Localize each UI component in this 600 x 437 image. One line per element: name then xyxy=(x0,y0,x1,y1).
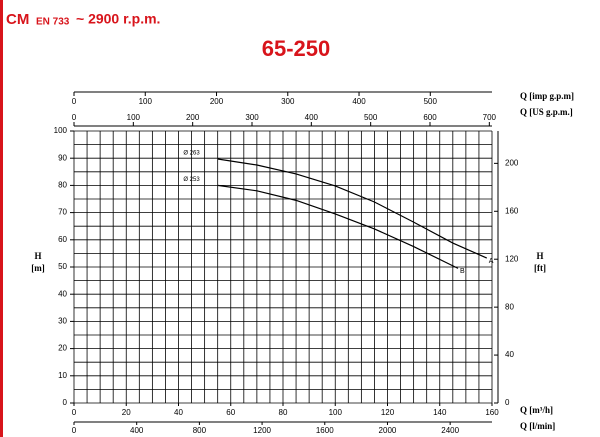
bottom-axis-tick-label: 2400 xyxy=(441,426,459,435)
y2-axis-title: H xyxy=(536,251,543,261)
top-axis-tick-label: 200 xyxy=(210,97,224,106)
x-tick-label: 120 xyxy=(381,408,395,417)
y-axis-title: H xyxy=(34,251,41,261)
y-tick-label: 0 xyxy=(63,398,68,407)
top-axis-tick-label: 100 xyxy=(127,113,141,122)
y-axis-unit: [m] xyxy=(31,263,45,273)
standard: EN 733 xyxy=(36,17,70,28)
y-tick-label: 60 xyxy=(58,235,67,244)
curve-end-label: B xyxy=(460,268,465,275)
x-tick-label: 40 xyxy=(174,408,183,417)
curve xyxy=(217,184,459,269)
x-axis-title: Q [l/min] xyxy=(520,421,555,431)
x-axis-title: Q [m³/h] xyxy=(520,405,553,415)
top-axis-tick-label: 100 xyxy=(139,97,153,106)
x-tick-label: 140 xyxy=(433,408,447,417)
top-axis-title: Q [imp g.p.m] xyxy=(520,91,574,101)
top-axis-tick-label: 300 xyxy=(245,113,259,122)
chart-title: 65-250 xyxy=(262,36,331,61)
x-tick-label: 80 xyxy=(279,408,288,417)
top-axis-tick-label: 0 xyxy=(72,97,77,106)
x-tick-label: 20 xyxy=(122,408,131,417)
top-axis-tick-label: 400 xyxy=(352,97,366,106)
bottom-axis-tick-label: 1600 xyxy=(316,426,334,435)
top-axis-tick-label: 300 xyxy=(281,97,295,106)
x-tick-label: 160 xyxy=(485,408,499,417)
y-tick-label: 100 xyxy=(54,126,68,135)
y2-tick-label: 80 xyxy=(505,302,514,311)
y-tick-label: 30 xyxy=(58,317,67,326)
x-tick-label: 60 xyxy=(226,408,235,417)
y-tick-label: 20 xyxy=(58,344,67,353)
curve-label: Ø 263 xyxy=(183,151,200,157)
top-axis-tick-label: 0 xyxy=(72,113,77,122)
bottom-axis-tick-label: 0 xyxy=(72,426,77,435)
bottom-axis-tick-label: 1200 xyxy=(253,426,271,435)
top-axis-tick-label: 700 xyxy=(483,113,497,122)
y2-axis-unit: [ft] xyxy=(534,263,546,273)
y2-tick-label: 40 xyxy=(505,350,514,359)
bottom-axis-tick-label: 400 xyxy=(130,426,144,435)
top-axis-tick-label: 200 xyxy=(186,113,200,122)
y-tick-label: 70 xyxy=(58,208,67,217)
x-tick-label: 100 xyxy=(329,408,343,417)
top-axis-tick-label: 400 xyxy=(305,113,319,122)
curve xyxy=(217,158,488,259)
y-tick-label: 50 xyxy=(58,262,67,271)
speed: ~ 2900 r.p.m. xyxy=(76,11,160,27)
x-tick-label: 0 xyxy=(72,408,77,417)
bottom-axis-tick-label: 2000 xyxy=(379,426,397,435)
y2-tick-label: 200 xyxy=(505,158,519,167)
series-name: CM xyxy=(6,11,29,28)
y2-tick-label: 0 xyxy=(505,398,510,407)
y2-tick-label: 160 xyxy=(505,206,519,215)
top-axis-tick-label: 600 xyxy=(423,113,437,122)
y-tick-label: 90 xyxy=(58,153,67,162)
curve-end-label: A xyxy=(489,258,494,265)
y-tick-label: 80 xyxy=(58,181,67,190)
bottom-axis-tick-label: 800 xyxy=(193,426,207,435)
y2-tick-label: 120 xyxy=(505,254,519,263)
y-tick-label: 10 xyxy=(58,371,67,380)
top-axis-tick-label: 500 xyxy=(424,97,438,106)
y-tick-label: 40 xyxy=(58,289,67,298)
curve-label: Ø 253 xyxy=(183,177,200,183)
top-axis-tick-label: 500 xyxy=(364,113,378,122)
top-axis-title: Q [US g.p.m.] xyxy=(520,107,573,117)
